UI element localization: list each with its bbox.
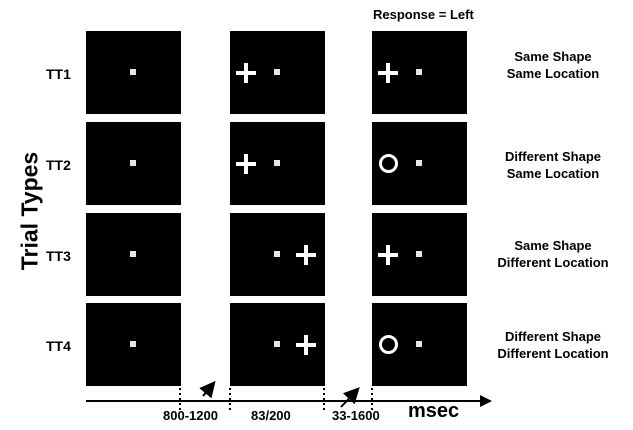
interval-label: 83/200 — [251, 408, 291, 423]
condition-line: Different Location — [497, 255, 609, 270]
condition-label: Different Shape Different Location — [478, 328, 628, 362]
prime-panel — [230, 213, 325, 296]
target-panel — [372, 122, 467, 205]
interval-label: 800-1200 — [163, 408, 218, 423]
time-unit-label: msec — [408, 400, 460, 422]
condition-label: Different Shape Same Location — [478, 148, 628, 182]
fixation-dot — [274, 341, 280, 347]
plus-shape — [296, 245, 316, 265]
trial-type-label: TT4 — [46, 338, 71, 354]
trial-type-label: TT1 — [46, 66, 71, 82]
condition-line: Different Location — [497, 346, 609, 361]
condition-line: Same Shape — [514, 238, 592, 253]
target-panel — [372, 31, 467, 114]
fixation-panel — [86, 31, 181, 114]
trial-type-label: TT3 — [46, 248, 71, 264]
condition-line: Same Location — [506, 166, 600, 181]
response-label: Response = Left — [373, 7, 474, 22]
fixation-dot — [416, 160, 422, 166]
plus-shape — [378, 245, 398, 265]
prime-panel — [230, 122, 325, 205]
fixation-dot — [416, 251, 422, 257]
fixation-dot — [130, 251, 136, 257]
interval-pointer-arrow — [340, 387, 360, 408]
circle-shape — [379, 154, 398, 173]
target-panel — [372, 303, 467, 386]
plus-shape — [378, 63, 398, 83]
fixation-panel — [86, 122, 181, 205]
plus-shape — [296, 335, 316, 355]
interval-label: 33-1600 — [332, 408, 380, 423]
condition-line: Same Shape — [514, 49, 592, 64]
condition-label: Same Shape Different Location — [478, 237, 628, 271]
condition-line: Different Shape — [504, 149, 602, 164]
fixation-dot — [416, 69, 422, 75]
fixation-dot — [274, 160, 280, 166]
prime-panel — [230, 303, 325, 386]
plus-shape — [236, 63, 256, 83]
interval-pointer-arrow — [199, 380, 216, 399]
fixation-dot — [274, 69, 280, 75]
condition-label: Same Shape Same Location — [478, 48, 628, 82]
plus-shape — [236, 154, 256, 174]
target-panel — [372, 213, 467, 296]
fixation-panel — [86, 213, 181, 296]
condition-line: Different Shape — [504, 329, 602, 344]
circle-shape — [379, 335, 398, 354]
trial-type-label: TT2 — [46, 157, 71, 173]
fixation-dot — [130, 160, 136, 166]
fixation-dot — [416, 341, 422, 347]
prime-panel — [230, 31, 325, 114]
condition-line: Same Location — [506, 66, 600, 81]
fixation-dot — [130, 69, 136, 75]
fixation-dot — [130, 341, 136, 347]
fixation-panel — [86, 303, 181, 386]
time-axis-arrowhead — [480, 395, 492, 407]
fixation-dot — [274, 251, 280, 257]
